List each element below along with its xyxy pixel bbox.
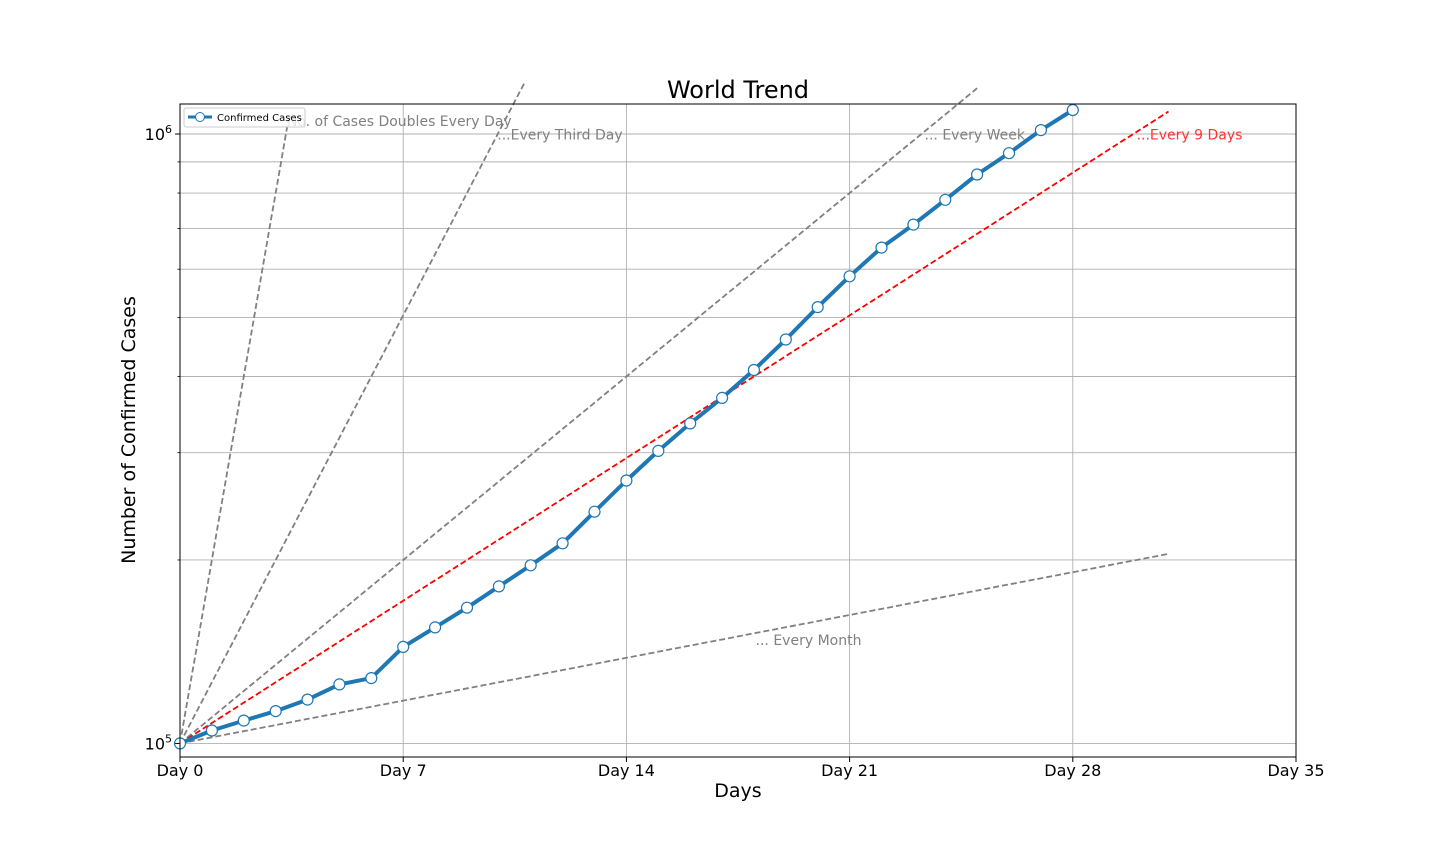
data-point <box>492 580 505 593</box>
data-point <box>269 704 282 718</box>
x-tick-label: Day 35 <box>1267 761 1324 780</box>
reference-line <box>179 82 526 744</box>
reference-line <box>179 87 978 745</box>
reference-line <box>179 119 290 744</box>
x-axis-label: Days <box>714 780 761 802</box>
data-point <box>747 363 761 377</box>
x-tick-label: Day 28 <box>1044 761 1101 780</box>
data-point <box>1066 103 1079 117</box>
y-tick-label: 106 <box>145 123 172 144</box>
chart-title: World Trend <box>667 76 809 104</box>
data-point <box>620 474 633 487</box>
x-tick-label: Day 7 <box>380 761 427 780</box>
data-point <box>652 444 665 457</box>
reference-line <box>179 110 1169 745</box>
data-point <box>301 693 314 706</box>
x-tick-label: Day 0 <box>157 761 204 780</box>
data-point <box>875 241 888 254</box>
data-point <box>970 168 984 181</box>
reference-line <box>179 553 1169 745</box>
data-point <box>524 559 537 572</box>
data-point <box>397 640 410 654</box>
annotations-layer: No. of Cases Doubles Every Day...Every T… <box>287 114 1243 649</box>
data-point <box>939 193 952 206</box>
data-point <box>907 218 920 231</box>
y-tick-label: 105 <box>145 732 172 753</box>
y-axis-label: Number of Confirmed Cases <box>118 296 140 564</box>
reference-lines-layer <box>179 82 1169 745</box>
series-layer <box>173 103 1079 750</box>
data-point <box>1034 124 1048 137</box>
data-point <box>1002 147 1016 160</box>
legend-marker-swatch <box>195 112 205 122</box>
data-point <box>588 505 601 518</box>
data-point <box>811 301 824 314</box>
data-point <box>333 678 346 691</box>
data-point <box>715 391 729 404</box>
data-point <box>684 417 697 430</box>
data-point <box>205 724 218 737</box>
x-tick-label: Day 14 <box>598 761 655 780</box>
data-point <box>779 333 792 346</box>
reference-line-label: No. of Cases Doubles Every Day <box>287 114 512 130</box>
ticks-layer: Day 0 Day 7 Day 14 Day 21 Day 28 Day 35 105 106 <box>145 123 1325 780</box>
plot-area-frame <box>179 103 1297 758</box>
grid-layer <box>179 104 1297 757</box>
data-point <box>556 537 569 550</box>
data-point <box>365 671 378 685</box>
legend-label: Confirmed Cases <box>217 113 302 124</box>
data-point <box>429 621 442 634</box>
data-point <box>237 714 250 727</box>
data-point <box>460 601 474 614</box>
reference-line-label: ... Every Month <box>756 633 862 649</box>
reference-line-label: ... Every Week <box>925 127 1026 143</box>
reference-line-label: ...Every 9 Days <box>1137 127 1243 143</box>
legend-box <box>183 107 306 128</box>
legend: Confirmed Cases <box>183 107 306 128</box>
reference-line-label: ...Every Third Day <box>497 127 622 143</box>
data-point <box>843 270 856 283</box>
x-tick-label: Day 21 <box>821 761 878 780</box>
